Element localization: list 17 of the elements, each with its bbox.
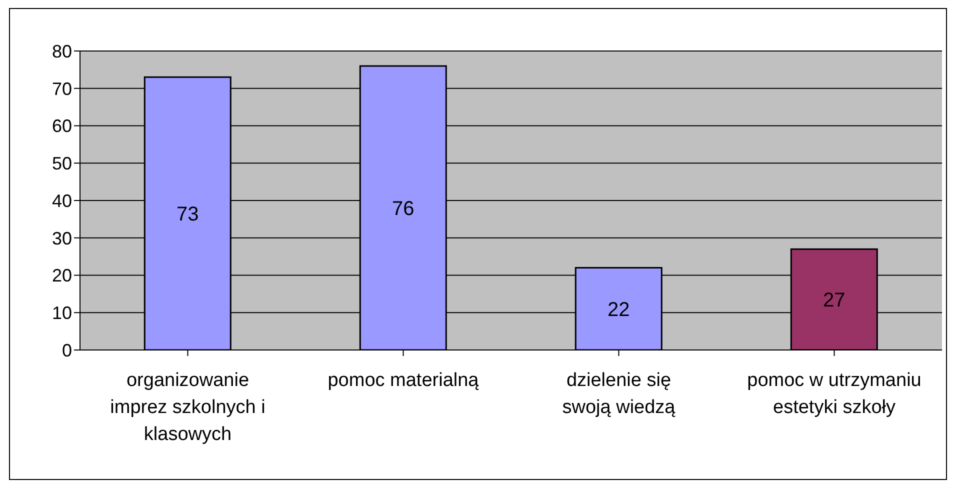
y-tick-label: 50 <box>52 154 72 174</box>
y-tick-label: 70 <box>52 78 72 99</box>
data-label: 73 <box>176 204 199 226</box>
y-tick-label: 60 <box>52 116 72 136</box>
x-tick-label: pomoc materialną <box>328 370 480 391</box>
y-tick-label: 30 <box>52 228 72 248</box>
y-tick-label: 40 <box>52 190 72 211</box>
x-tick-label: organizowanie imprez szkolnych i klasowych <box>110 370 266 445</box>
x-tick-label: dzielenie się swoją wiedzą <box>562 370 676 418</box>
y-tick-label: 20 <box>52 266 72 286</box>
data-label: 27 <box>823 290 846 312</box>
y-tick-label: 0 <box>62 340 72 360</box>
data-label: 76 <box>392 198 414 220</box>
data-label: 22 <box>608 298 630 321</box>
y-tick-label: 10 <box>52 303 72 324</box>
y-tick-label: 80 <box>52 41 72 62</box>
x-tick-label: pomoc w utrzymaniu estetyki szkoły <box>747 370 922 418</box>
